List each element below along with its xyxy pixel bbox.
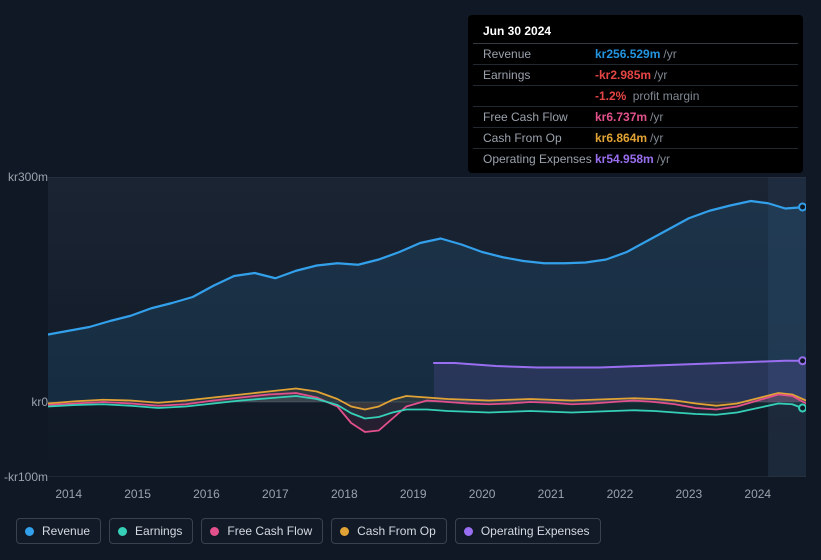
y-tick-label: -kr100m (4, 470, 48, 484)
y-tick-label: kr300m (8, 170, 48, 184)
tooltip-row: Cash From Opkr6.864m/yr (473, 128, 798, 149)
tooltip-row: Earnings-kr2.985m/yr (473, 65, 798, 86)
x-tick-label: 2019 (400, 487, 427, 501)
x-axis: 2014 2015 2016 2017 2018 2019 2020 2021 2022 2023… (48, 487, 806, 507)
tooltip-unit: /yr (654, 68, 667, 82)
legend-label: Earnings (135, 524, 182, 538)
tooltip-unit: /yr (663, 47, 676, 61)
legend-label: Free Cash Flow (227, 524, 312, 538)
tooltip-value: -kr2.985m (595, 68, 651, 82)
legend-item[interactable]: Revenue (16, 518, 101, 544)
tooltip-unit: /yr (657, 152, 670, 166)
x-tick-label: 2015 (124, 487, 151, 501)
x-tick-label: 2018 (331, 487, 358, 501)
x-tick-label: 2021 (538, 487, 565, 501)
legend-item[interactable]: Free Cash Flow (201, 518, 323, 544)
data-tooltip: Jun 30 2024 Revenuekr256.529m/yrEarnings… (468, 15, 803, 173)
x-tick-label: 2014 (55, 487, 82, 501)
tooltip-row: Revenuekr256.529m/yr (473, 44, 798, 65)
tooltip-value: kr54.958m (595, 152, 654, 166)
tooltip-row: Free Cash Flowkr6.737m/yr (473, 107, 798, 128)
x-tick-label: 2020 (469, 487, 496, 501)
legend-item[interactable]: Earnings (109, 518, 193, 544)
chart-legend: Revenue Earnings Free Cash Flow Cash From O… (16, 518, 601, 544)
tooltip-row: Operating Expenseskr54.958m/yr (473, 149, 798, 169)
tooltip-label: Earnings (483, 67, 595, 83)
legend-swatch (118, 527, 127, 536)
legend-item[interactable]: Cash From Op (331, 518, 447, 544)
legend-swatch (340, 527, 349, 536)
legend-label: Operating Expenses (481, 524, 590, 538)
legend-swatch (464, 527, 473, 536)
tooltip-label: Revenue (483, 46, 595, 62)
tooltip-label: Operating Expenses (483, 151, 595, 167)
x-tick-label: 2016 (193, 487, 220, 501)
legend-label: Revenue (42, 524, 90, 538)
tooltip-label: Free Cash Flow (483, 109, 595, 125)
tooltip-unit: /yr (650, 131, 663, 145)
tooltip-subrow: -1.2% profit margin (473, 86, 798, 107)
x-tick-label: 2024 (744, 487, 771, 501)
chart-plot-area[interactable] (48, 177, 806, 477)
tooltip-label: Cash From Op (483, 130, 595, 146)
legend-label: Cash From Op (357, 524, 436, 538)
x-tick-label: 2017 (262, 487, 289, 501)
x-tick-label: 2022 (607, 487, 634, 501)
x-tick-label: 2023 (675, 487, 702, 501)
tooltip-value: kr256.529m (595, 47, 660, 61)
tooltip-value: kr6.737m (595, 110, 647, 124)
tooltip-date: Jun 30 2024 (473, 19, 798, 44)
legend-item[interactable]: Operating Expenses (455, 518, 601, 544)
legend-swatch (25, 527, 34, 536)
tooltip-value: kr6.864m (595, 131, 647, 145)
tooltip-unit: /yr (650, 110, 663, 124)
legend-swatch (210, 527, 219, 536)
y-tick-label: kr0 (31, 395, 48, 409)
